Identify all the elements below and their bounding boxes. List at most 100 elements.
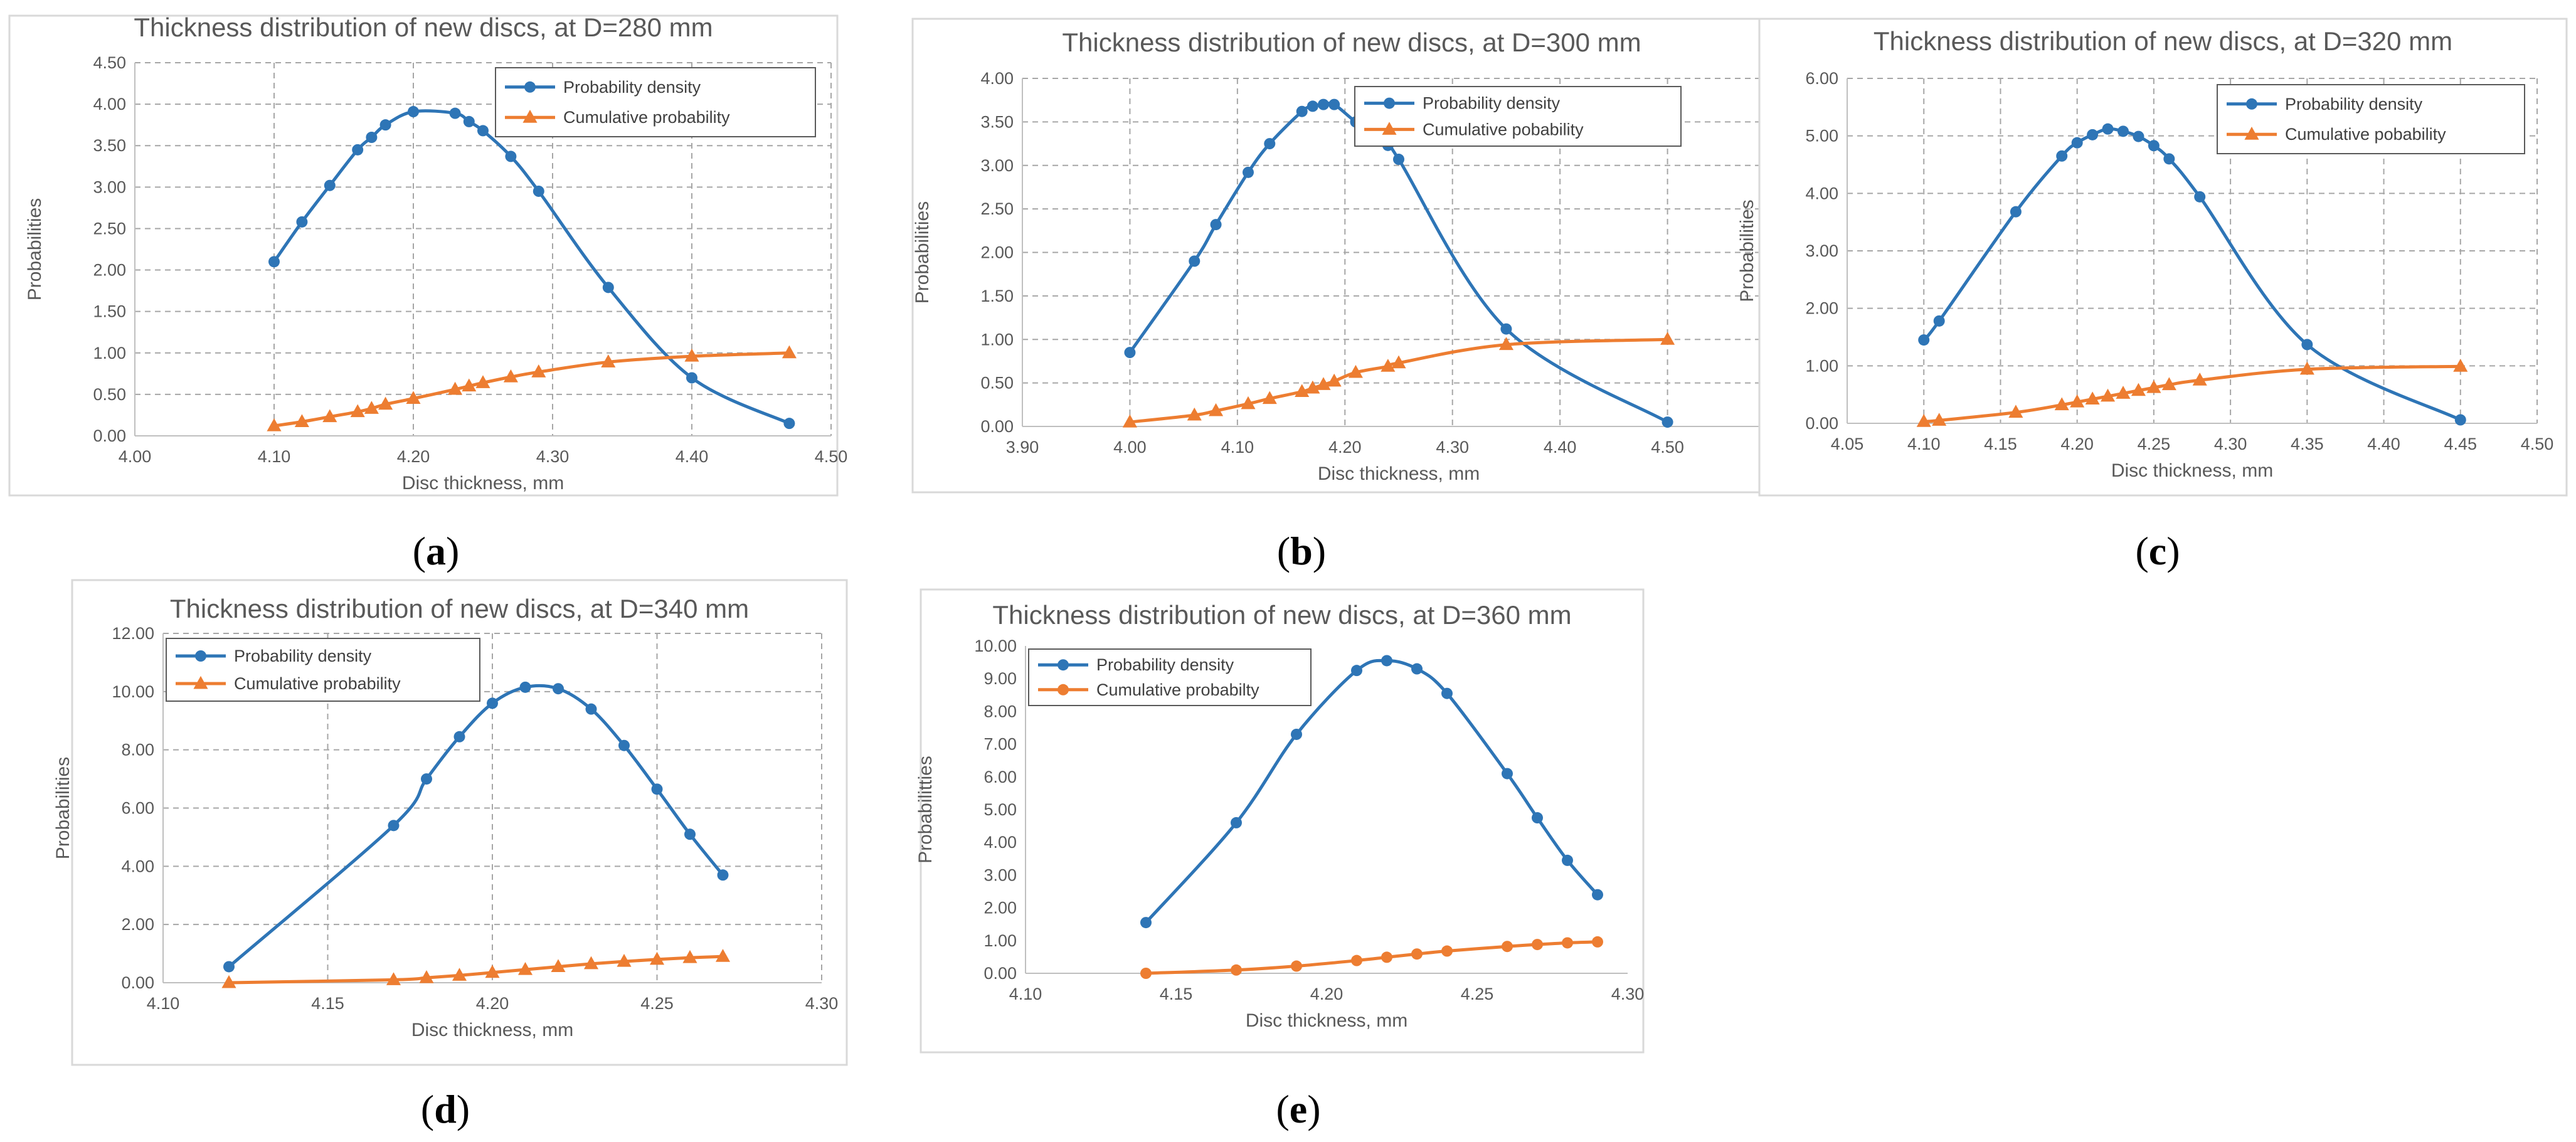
y-tick-label-b: 0.00 [980, 417, 1014, 436]
legend-marker-cumulative-d [193, 675, 208, 689]
chart-e: Thickness distribution of new discs, at … [915, 588, 1645, 1131]
data-point-density-b [1124, 347, 1136, 359]
x-axis-title-b: Disc thickness, mm [1318, 463, 1480, 484]
y-tick-label-e: 4.00 [983, 833, 1017, 852]
y-tick-label-c: 4.00 [1805, 184, 1838, 203]
x-tick-label-d: 4.20 [476, 994, 509, 1013]
legend-entry-density-a: Probability density [563, 78, 701, 97]
data-point-cumulative-c [2070, 394, 2085, 408]
legend-marker-density-c [2246, 98, 2257, 110]
panel-label-e: (e) [1276, 1087, 1320, 1131]
x-tick-label-c: 4.45 [2444, 435, 2477, 453]
data-point-cumulative-a [322, 409, 337, 423]
data-point-cumulative-c [2146, 380, 2161, 393]
y-tick-label-c: 0.00 [1805, 414, 1838, 433]
data-point-cumulative-b [1187, 407, 1202, 421]
data-point-cumulative-c [2299, 361, 2314, 375]
data-point-cumulative-e [1381, 951, 1392, 963]
data-point-density-c [2056, 150, 2068, 162]
legend-marker-density-b [1384, 97, 1395, 109]
data-point-cumulative-c [2054, 397, 2069, 411]
x-tick-label-b: 3.90 [1006, 438, 1039, 457]
data-point-density-a [686, 372, 697, 384]
chart-title-d: Thickness distribution of new discs, at … [170, 594, 749, 623]
data-point-density-a [533, 185, 544, 197]
y-tick-label-e: 2.00 [983, 899, 1017, 917]
data-point-cumulative-b [1209, 403, 1224, 416]
y-axis-title-a: Probabilities [24, 198, 45, 300]
x-tick-label-b: 4.00 [1113, 438, 1147, 457]
data-point-density-e [1140, 917, 1152, 929]
data-point-cumulative-b [1327, 373, 1342, 387]
panel-label-b: (b) [1277, 529, 1326, 573]
data-point-cumulative-e [1140, 968, 1152, 979]
y-tick-label-b: 1.50 [980, 287, 1014, 305]
data-point-cumulative-a [294, 414, 309, 428]
data-point-cumulative-a [378, 396, 393, 410]
data-point-cumulative-e [1411, 948, 1423, 960]
x-tick-label-b: 4.50 [1651, 438, 1684, 457]
data-point-density-c [1933, 315, 1945, 327]
data-point-cumulative-a [406, 391, 421, 404]
data-point-density-d [684, 828, 696, 840]
data-point-cumulative-a [782, 345, 797, 359]
data-point-density-e [1351, 665, 1362, 677]
y-tick-label-a: 1.00 [93, 344, 126, 362]
data-point-cumulative-b [1262, 391, 1277, 404]
legend-entry-cumulative-e: Cumulative probabilty [1096, 680, 1259, 699]
chart-a: Thickness distribution of new discs, at … [8, 13, 847, 573]
data-point-density-d [553, 683, 564, 695]
x-tick-label-c: 4.50 [2521, 435, 2554, 453]
data-point-density-c [2071, 137, 2083, 149]
data-point-cumulative-a [503, 369, 518, 383]
data-point-density-b [1500, 323, 1512, 335]
data-point-cumulative-e [1592, 936, 1603, 948]
data-point-cumulative-c [2085, 391, 2100, 405]
data-point-cumulative-e [1351, 954, 1362, 966]
data-point-cumulative-a [684, 348, 699, 362]
data-point-cumulative-e [1562, 937, 1573, 949]
panel-label-d: (d) [421, 1087, 470, 1131]
data-point-density-e [1381, 655, 1392, 667]
data-point-density-a [463, 115, 475, 127]
data-point-density-c [2163, 153, 2175, 165]
x-tick-label-a: 4.10 [258, 447, 291, 466]
data-point-density-c [2102, 123, 2114, 135]
data-point-cumulative-d [485, 965, 500, 978]
data-point-cumulative-b [1305, 380, 1320, 394]
data-point-cumulative-b [1391, 355, 1406, 369]
x-tick-label-e: 4.30 [1611, 985, 1645, 1003]
x-tick-label-e: 4.15 [1160, 985, 1193, 1003]
chart-d: Thickness distribution of new discs, at … [53, 579, 848, 1131]
y-tick-label-e: 1.00 [983, 931, 1017, 950]
data-point-cumulative-e [1441, 945, 1453, 957]
data-point-density-a [505, 151, 517, 162]
y-tick-label-b: 1.00 [980, 330, 1014, 349]
data-point-density-e [1592, 889, 1603, 901]
data-point-cumulative-c [2116, 386, 2131, 399]
data-point-density-d [519, 681, 531, 693]
x-tick-label-a: 4.00 [119, 447, 152, 466]
data-point-cumulative-a [601, 354, 616, 367]
chart-b: Thickness distribution of new discs, at … [911, 18, 1792, 573]
y-tick-label-c: 1.00 [1805, 356, 1838, 375]
y-tick-label-b: 4.00 [980, 69, 1014, 88]
x-tick-label-e: 4.10 [1009, 985, 1042, 1003]
data-point-density-c [2148, 140, 2160, 152]
y-tick-label-c: 6.00 [1805, 69, 1838, 88]
legend-marker-cumulative-b [1382, 122, 1397, 135]
data-point-density-a [449, 107, 461, 119]
data-point-cumulative-b [1122, 414, 1137, 428]
legend-marker-density-a [524, 81, 536, 93]
data-point-density-e [1231, 817, 1242, 828]
data-point-cumulative-d [682, 949, 697, 963]
panel-label-a: (a) [413, 529, 460, 573]
data-point-cumulative-b [1660, 332, 1675, 345]
data-point-cumulative-d [386, 972, 401, 985]
y-tick-label-d: 10.00 [112, 682, 154, 701]
x-tick-label-d: 4.15 [311, 994, 344, 1013]
x-tick-label-c: 4.10 [1907, 435, 1941, 453]
legend-entry-cumulative-c: Cumulative pobability [2285, 125, 2446, 144]
data-point-density-a [379, 119, 391, 131]
y-tick-label-d: 4.00 [121, 857, 154, 875]
